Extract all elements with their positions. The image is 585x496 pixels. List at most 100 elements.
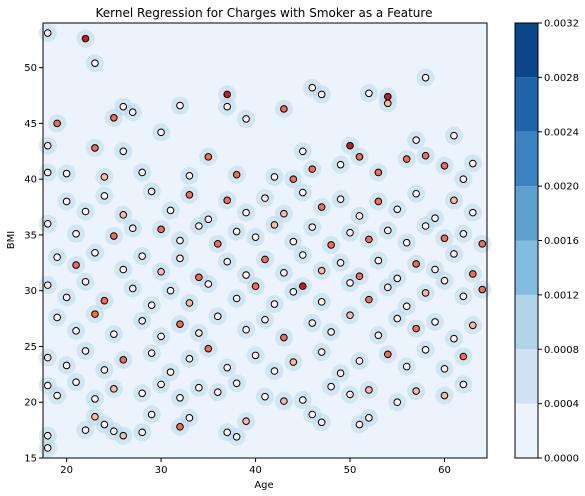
data-point — [242, 325, 250, 334]
data-point — [223, 363, 232, 372]
data-point — [91, 59, 99, 67]
data-point — [223, 196, 232, 205]
data-point — [450, 334, 458, 343]
data-point — [62, 293, 71, 302]
data-point — [421, 346, 430, 354]
data-point — [100, 296, 109, 305]
data-point — [204, 153, 213, 161]
data-point — [53, 119, 61, 128]
data-point — [213, 388, 222, 396]
data-point — [204, 280, 213, 288]
data-point — [147, 410, 156, 419]
data-point — [138, 389, 146, 398]
data-point — [440, 234, 449, 243]
data-point — [261, 392, 269, 401]
data-point — [317, 266, 326, 275]
data-point — [317, 90, 326, 99]
data-point — [72, 261, 80, 269]
data-point — [270, 173, 279, 181]
data-point — [100, 173, 109, 181]
data-point — [91, 144, 99, 152]
data-point — [440, 161, 449, 170]
data-point — [346, 390, 354, 399]
data-point — [53, 313, 61, 322]
data-point — [242, 208, 250, 217]
data-point — [176, 236, 184, 245]
y-tick-label: 20 — [24, 398, 37, 409]
data-point — [280, 397, 288, 405]
colorbar-tick-label: 0.0004 — [544, 399, 579, 410]
colorbar-segment — [515, 349, 538, 404]
data-point — [450, 250, 458, 258]
data-point — [119, 356, 128, 364]
data-point — [81, 34, 90, 43]
data-point — [365, 295, 373, 304]
data-point — [62, 169, 71, 178]
data-point — [317, 203, 326, 211]
chart-title: Kernel Regression for Charges with Smoke… — [96, 6, 433, 20]
data-point — [91, 310, 99, 318]
colorbar-segment — [515, 294, 538, 350]
data-point — [393, 274, 402, 283]
data-point — [223, 102, 232, 111]
data-point — [100, 192, 109, 200]
data-point — [336, 259, 345, 267]
x-tick-label: 50 — [344, 465, 357, 476]
data-point — [43, 219, 52, 228]
data-point — [431, 318, 439, 326]
data-point — [355, 272, 364, 280]
data-point — [232, 227, 241, 236]
data-point — [402, 155, 411, 163]
data-point — [308, 223, 317, 231]
data-point — [176, 101, 184, 110]
data-point — [147, 349, 156, 357]
data-point — [393, 398, 402, 407]
data-point — [166, 286, 175, 295]
data-point — [412, 324, 420, 333]
data-point — [336, 369, 345, 378]
data-point — [459, 230, 468, 238]
data-point — [421, 151, 430, 160]
data-point — [298, 147, 307, 156]
data-point — [119, 102, 128, 111]
data-point — [43, 168, 52, 177]
data-point — [384, 92, 392, 101]
data-point — [298, 188, 307, 197]
data-point — [138, 317, 146, 325]
x-tick-label: 20 — [60, 465, 73, 476]
data-point — [384, 350, 392, 359]
data-point — [374, 168, 383, 177]
data-point — [43, 444, 52, 452]
data-point — [412, 260, 420, 268]
data-point — [421, 289, 430, 297]
data-point — [251, 233, 260, 241]
y-tick-label: 35 — [24, 230, 37, 241]
data-point — [478, 285, 487, 294]
data-point — [185, 190, 194, 199]
data-point — [223, 90, 232, 99]
data-point — [72, 378, 80, 386]
data-point — [81, 426, 90, 434]
data-point — [327, 241, 335, 249]
colorbar — [515, 23, 538, 458]
data-point — [91, 412, 99, 421]
data-point — [346, 141, 354, 150]
data-point — [431, 265, 439, 274]
data-point — [393, 205, 402, 214]
data-point — [402, 302, 411, 311]
data-point — [469, 159, 477, 168]
data-point — [412, 189, 420, 198]
data-point — [185, 414, 194, 422]
colorbar-tick-label: 0.0020 — [544, 182, 579, 193]
data-point — [289, 288, 298, 296]
data-point — [157, 380, 165, 389]
data-point — [355, 212, 364, 220]
data-point — [317, 298, 326, 306]
data-point — [298, 282, 307, 291]
data-point — [43, 281, 52, 289]
data-point — [157, 128, 165, 137]
data-point — [62, 361, 71, 370]
x-tick-label: 30 — [155, 465, 168, 476]
data-point — [308, 83, 317, 92]
data-point — [261, 255, 269, 264]
